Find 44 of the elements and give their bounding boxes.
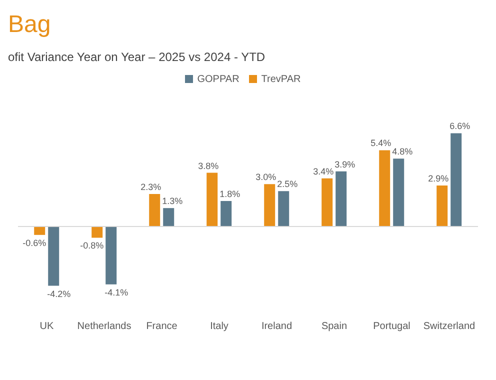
x-tick-label: Switzerland — [423, 321, 476, 332]
bar — [278, 191, 290, 226]
bar — [163, 208, 174, 226]
data-label: -0.6% — [22, 238, 46, 248]
data-label: 1.3% — [162, 196, 183, 206]
bar — [436, 185, 448, 226]
data-label: -0.8% — [80, 240, 104, 251]
bar — [220, 201, 232, 226]
bar — [106, 226, 117, 284]
x-tick-label: Italy — [210, 321, 228, 332]
data-label: 3.9% — [334, 159, 356, 170]
bar — [450, 133, 462, 226]
x-tick-label: Spain — [321, 321, 348, 332]
chart-subtitle: ofit Variance Year on Year – 2025 vs 2024 - YTD — [8, 50, 266, 64]
bar — [379, 150, 390, 226]
x-tick-label: UK — [40, 321, 54, 332]
legend-label: TrevPAR — [261, 74, 301, 85]
x-tick-label: Portugal — [373, 321, 410, 332]
bar — [336, 171, 347, 226]
data-label: 2.3% — [140, 182, 162, 192]
x-tick-label: Netherlands — [77, 321, 132, 332]
data-label: 3.0% — [256, 172, 276, 182]
bar — [48, 226, 60, 286]
legend-label: GOPPAR — [197, 74, 240, 85]
data-label: 3.4% — [313, 166, 334, 176]
data-label: 2.5% — [277, 179, 298, 190]
data-label: 2.9% — [428, 173, 449, 184]
x-tick-label: Ireland — [261, 321, 292, 332]
bar — [149, 194, 160, 226]
x-tick-label: France — [146, 321, 178, 332]
bar — [92, 226, 103, 238]
bar — [34, 226, 46, 235]
data-label: 3.8% — [198, 160, 219, 171]
data-label: -4.2% — [47, 288, 71, 299]
data-label: -4.1% — [104, 287, 128, 298]
chart-title: Bag — [8, 10, 52, 40]
data-label: 4.8% — [392, 146, 413, 157]
data-label: 1.8% — [220, 189, 240, 200]
bar — [264, 184, 276, 226]
bar — [393, 158, 404, 226]
data-label: 6.6% — [450, 121, 470, 132]
data-label: 5.4% — [370, 138, 392, 148]
bar — [322, 178, 333, 226]
bar — [206, 172, 218, 226]
